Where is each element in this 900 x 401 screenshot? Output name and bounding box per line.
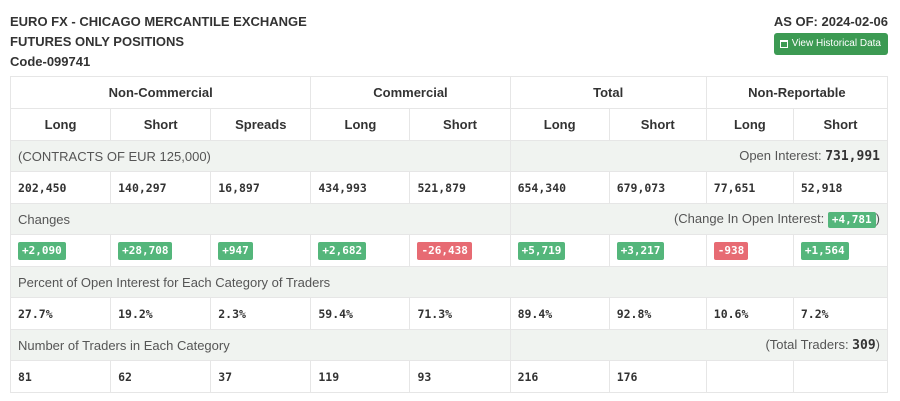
- table-cell: +5,719: [509, 234, 610, 267]
- percent-row: 27.7% 19.2% 2.3% 59.4% 71.3% 89.4% 92.8%…: [9, 297, 889, 330]
- change-badge: +28,708: [118, 241, 173, 260]
- traders-section-row: Number of Traders in Each Category (Tota…: [10, 329, 889, 361]
- change-open-interest: (Change In Open Interest: +4,781): [509, 203, 889, 235]
- table-cell: 37: [210, 360, 312, 393]
- open-interest: Open Interest: 731,991: [509, 140, 889, 172]
- percent-label: Percent of Open Interest for Each Catego…: [10, 266, 888, 298]
- table-cell: +28,708: [110, 234, 212, 267]
- table-cell: 89.4%: [509, 297, 610, 330]
- percent-section-row: Percent of Open Interest for Each Catego…: [10, 266, 888, 298]
- table-cell: 434,993: [310, 171, 411, 204]
- table-cell: 52,918: [792, 171, 889, 204]
- table-cell: 81: [9, 360, 112, 393]
- table-cell: 59.4%: [310, 297, 411, 330]
- table-cell: -938: [705, 234, 794, 267]
- group-non-commercial: Non-Commercial: [9, 76, 312, 109]
- table-cell: [705, 360, 794, 393]
- table-cell: 27.7%: [9, 297, 112, 330]
- view-historical-data-button[interactable]: View Historical Data: [773, 33, 888, 55]
- col-header: Long: [9, 108, 112, 141]
- group-total: Total: [509, 76, 707, 109]
- change-oi-prefix: (Change In Open Interest:: [673, 210, 828, 226]
- table-cell: +2,682: [310, 234, 411, 267]
- calendar-icon: [779, 40, 788, 48]
- table-cell: 119: [310, 360, 411, 393]
- table-cell: 71.3%: [409, 297, 511, 330]
- table-cell: +1,564: [792, 234, 889, 267]
- col-header: Long: [310, 108, 411, 141]
- change-badge: +5,719: [517, 241, 566, 260]
- group-non-reportable: Non-Reportable: [705, 76, 889, 109]
- change-badge: +2,682: [318, 241, 367, 260]
- total-traders-value: 309: [852, 338, 876, 353]
- table-cell: 216: [509, 360, 610, 393]
- table-cell: 7.2%: [792, 297, 889, 330]
- contracts-row: 202,450 140,297 16,897 434,993 521,879 6…: [9, 171, 889, 204]
- table-cell: 16,897: [210, 171, 312, 204]
- table-cell: +3,217: [608, 234, 707, 267]
- as-of-date: AS OF: 2024-02-06: [773, 14, 888, 29]
- title-line-3: Code-099741: [10, 54, 91, 69]
- traders-label: Number of Traders in Each Category: [10, 329, 511, 361]
- view-historical-data-label: View Historical Data: [791, 38, 881, 49]
- open-interest-value: 731,991: [825, 149, 880, 164]
- table-cell: -26,438: [409, 234, 511, 267]
- col-header: Short: [110, 108, 212, 141]
- total-traders: (Total Traders: 309): [509, 329, 889, 361]
- total-traders-prefix: (Total Traders:: [765, 337, 853, 352]
- total-traders-suffix: ): [875, 337, 880, 352]
- contracts-section-row: (CONTRACTS OF EUR 125,000) Open Interest…: [10, 140, 889, 172]
- change-badge: +947: [218, 241, 253, 260]
- table-cell: 140,297: [110, 171, 212, 204]
- change-badge: -938: [713, 241, 749, 260]
- changes-section-row: Changes (Change In Open Interest: +4,781…: [10, 203, 889, 235]
- col-header: Short: [792, 108, 889, 141]
- table-cell: 19.2%: [110, 297, 212, 330]
- table-cell: 176: [608, 360, 707, 393]
- change-oi-badge: +4,781: [827, 211, 876, 228]
- change-badge: +1,564: [800, 241, 849, 260]
- group-header-row: Non-Commercial Commercial Total Non-Repo…: [9, 76, 889, 109]
- table-cell: +2,090: [9, 234, 112, 267]
- changes-label: Changes: [10, 203, 511, 235]
- col-header: Short: [409, 108, 511, 141]
- changes-row: +2,090 +28,708 +947 +2,682 -26,438 +5,71…: [9, 234, 889, 267]
- table-cell: +947: [210, 234, 312, 267]
- col-header: Long: [705, 108, 794, 141]
- table-cell: 77,651: [705, 171, 794, 204]
- table-cell: 62: [110, 360, 212, 393]
- change-badge: +3,217: [616, 241, 665, 260]
- change-oi-suffix: ): [875, 210, 880, 226]
- col-header: Long: [509, 108, 610, 141]
- col-header: Spreads: [210, 108, 312, 141]
- table-cell: 92.8%: [608, 297, 707, 330]
- table-cell: 679,073: [608, 171, 707, 204]
- table-cell: 654,340: [509, 171, 610, 204]
- column-header-row: Long Short Spreads Long Short Long Short…: [9, 108, 889, 141]
- title-line-1: EURO FX - CHICAGO MERCANTILE EXCHANGE: [10, 14, 307, 29]
- table-cell: 2.3%: [210, 297, 312, 330]
- table-cell: 10.6%: [705, 297, 794, 330]
- open-interest-label: Open Interest:: [739, 148, 826, 163]
- group-commercial: Commercial: [310, 76, 511, 109]
- traders-row: 81 62 37 119 93 216 176: [9, 360, 889, 393]
- change-badge: -26,438: [417, 241, 472, 260]
- table-cell: [792, 360, 889, 393]
- table-cell: 202,450: [9, 171, 112, 204]
- table-cell: 93: [409, 360, 511, 393]
- title-line-2: FUTURES ONLY POSITIONS: [10, 34, 185, 49]
- col-header: Short: [608, 108, 707, 141]
- report-title: EURO FX - CHICAGO MERCANTILE EXCHANGE FU…: [10, 12, 307, 72]
- change-badge: +2,090: [18, 241, 66, 260]
- positions-table: Non-Commercial Commercial Total Non-Repo…: [9, 76, 889, 393]
- table-cell: 521,879: [409, 171, 511, 204]
- contracts-label: (CONTRACTS OF EUR 125,000): [10, 140, 511, 172]
